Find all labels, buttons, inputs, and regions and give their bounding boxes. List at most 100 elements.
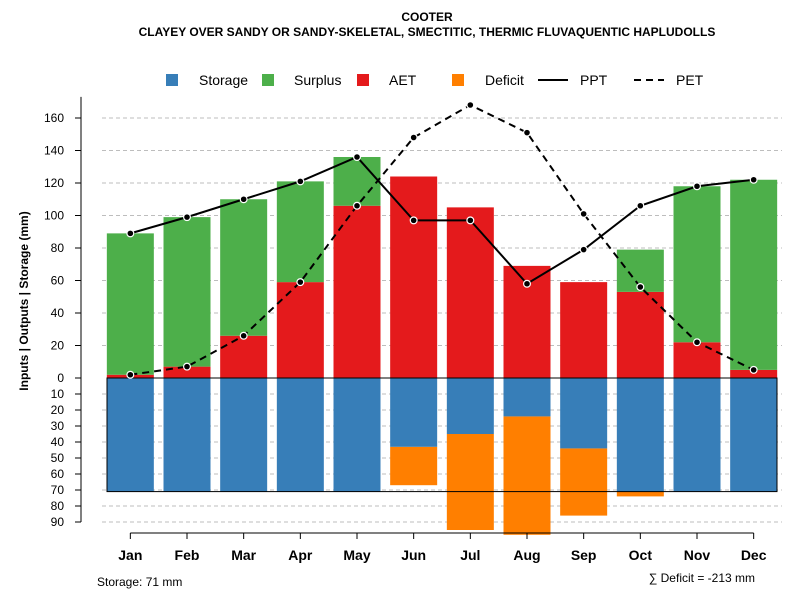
y-tick-label: 0 — [57, 371, 64, 385]
surplus-bar-nov — [673, 186, 721, 343]
ppt-point-jan — [126, 229, 135, 238]
aet-bar-oct — [616, 291, 664, 378]
surplus-bar-dec — [730, 179, 778, 370]
x-tick-label-oct: Oct — [629, 547, 653, 563]
x-tick-label-jun: Jun — [401, 547, 426, 563]
legend-label-surplus: Surplus — [294, 72, 341, 88]
x-tick-label-aug: Aug — [513, 547, 540, 563]
y-tick-label: 40 — [51, 435, 65, 449]
y-tick-label: 40 — [51, 306, 65, 320]
legend-label-deficit: Deficit — [485, 72, 524, 88]
aet-bar-nov — [673, 342, 721, 378]
x-tick-label-apr: Apr — [288, 547, 313, 563]
y-tick-label: 80 — [51, 241, 65, 255]
aet-bar-feb — [163, 366, 211, 378]
y-tick-label: 140 — [44, 144, 64, 158]
ppt-point-jun — [409, 216, 418, 225]
ppt-point-nov — [692, 182, 701, 191]
deficit-note: ∑ Deficit = -213 mm — [649, 571, 755, 585]
x-tick-label-feb: Feb — [175, 547, 200, 563]
storage-bar-oct — [616, 378, 664, 492]
pet-point-nov — [692, 338, 701, 347]
pet-point-feb — [183, 362, 192, 371]
y-tick-label: 80 — [51, 499, 65, 513]
legend-swatch-deficit — [452, 74, 464, 86]
legend-swatch-surplus — [262, 74, 274, 86]
y-tick-label: 50 — [51, 451, 65, 465]
legend-swatch-aet — [357, 74, 369, 86]
aet-bar-jul — [446, 207, 494, 378]
storage-capacity-box — [106, 377, 778, 493]
legend-swatch-storage — [166, 74, 178, 86]
y-tick-label: 30 — [51, 419, 65, 433]
storage-bar-may — [333, 378, 381, 492]
legend-label-aet: AET — [389, 72, 417, 88]
surplus-bar-apr — [276, 181, 324, 283]
gridlines — [102, 117, 782, 523]
storage-note: Storage: 71 mm — [97, 575, 182, 589]
storage-bar-jan — [106, 378, 154, 492]
storage-bar-aug — [503, 378, 551, 417]
chart-subtitle: CLAYEY OVER SANDY OR SANDY-SKELETAL, SME… — [139, 25, 716, 39]
surplus-bar-jan — [106, 233, 154, 375]
y-tick-label: 20 — [51, 339, 65, 353]
x-tick-label-dec: Dec — [741, 547, 767, 563]
storage-bar-apr — [276, 378, 324, 492]
aet-bar-jun — [390, 176, 438, 378]
deficit-bar-aug — [503, 416, 551, 535]
storage-bar-sep — [560, 378, 608, 449]
pet-point-jun — [409, 133, 418, 142]
pet-point-apr — [296, 278, 305, 287]
pet-point-dec — [749, 365, 758, 374]
pet-line — [130, 103, 755, 376]
pet-point-oct — [636, 283, 645, 292]
ppt-point-sep — [579, 245, 588, 254]
x-tick-label-mar: Mar — [231, 547, 256, 563]
storage-bar-jul — [446, 378, 494, 434]
y-tick-label: 100 — [44, 209, 64, 223]
chart-title: COOTER — [401, 10, 453, 24]
pet-point-mar — [239, 331, 248, 340]
surplus-bar-feb — [163, 217, 211, 367]
legend-label-ppt: PPT — [580, 72, 608, 88]
legend: Storage Surplus AET Deficit PPT PET — [166, 72, 704, 88]
x-tick-label-sep: Sep — [571, 547, 597, 563]
ppt-point-oct — [636, 201, 645, 210]
ppt-point-dec — [749, 175, 758, 184]
storage-bar-nov — [673, 378, 721, 492]
surplus-bar-mar — [220, 199, 268, 336]
y-tick-label: 70 — [51, 483, 65, 497]
pet-point-sep — [579, 209, 588, 218]
aet-bar-dec — [730, 369, 778, 378]
deficit-bar-jun — [390, 446, 438, 486]
ppt-point-mar — [239, 195, 248, 204]
ppt-point-feb — [183, 213, 192, 222]
storage-bar-dec — [730, 378, 778, 492]
y-tick-label: 20 — [51, 403, 65, 417]
bars — [106, 157, 778, 535]
axes: 0 20 40 60 80 100 120 140 160 10 20 30 40 50 60 70 80 90 J… — [44, 96, 767, 563]
pet-point-may — [353, 201, 362, 210]
y-tick-label: 90 — [51, 515, 65, 529]
pet-point-jul — [466, 100, 475, 109]
legend-label-storage: Storage — [199, 72, 248, 88]
storage-bar-feb — [163, 378, 211, 492]
storage-bar-mar — [220, 378, 268, 492]
ppt-point-aug — [522, 279, 531, 288]
y-tick-label: 160 — [44, 111, 64, 125]
deficit-bar-sep — [560, 448, 608, 516]
x-tick-label-nov: Nov — [684, 547, 711, 563]
x-tick-label-jul: Jul — [460, 547, 480, 563]
aet-bar-may — [333, 205, 381, 378]
y-axis-label: Inputs | Outputs | Storage (mm) — [17, 211, 31, 390]
y-tick-label: 10 — [51, 387, 65, 401]
aet-bar-mar — [220, 335, 268, 378]
lines — [126, 100, 758, 379]
y-tick-label: 60 — [51, 274, 65, 288]
x-tick-label-jan: Jan — [118, 547, 142, 563]
deficit-bar-jul — [446, 434, 494, 530]
y-tick-label: 60 — [51, 467, 65, 481]
surplus-bar-may — [333, 157, 381, 206]
deficit-bar-oct — [616, 491, 664, 497]
legend-label-pet: PET — [676, 72, 704, 88]
